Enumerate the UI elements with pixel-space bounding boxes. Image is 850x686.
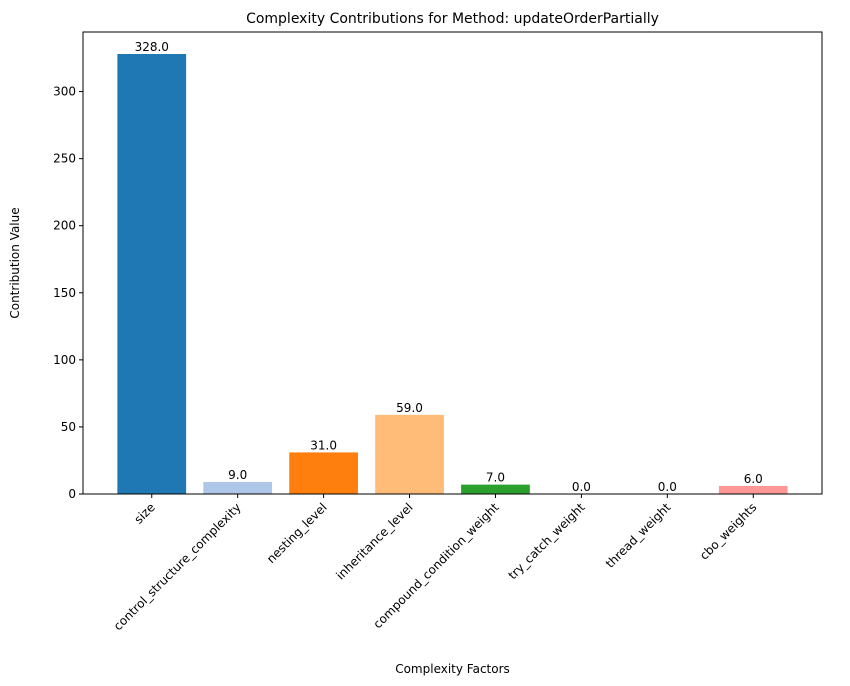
- y-tick-label: 150: [53, 286, 76, 300]
- bar-size: [117, 54, 187, 494]
- plot-frame: [82, 31, 823, 495]
- y-axis-label: Contribution Value: [8, 207, 22, 318]
- y-axis: 0 50 100 150 200 250 300: [53, 85, 83, 501]
- bar-control-structure-complexity: [203, 481, 273, 494]
- bar-value-label: 0.0: [658, 480, 677, 494]
- y-tick-label: 300: [53, 85, 76, 99]
- x-tick-label: control_structure_complexity: [111, 500, 244, 633]
- x-tick-label: size: [132, 500, 158, 526]
- bar-value-label: 9.0: [228, 468, 247, 482]
- bar-compound-condition-weight: [461, 484, 530, 494]
- bar-value-label: 0.0: [572, 480, 591, 494]
- y-tick-label: 0: [68, 487, 76, 501]
- bar-cbo-weights: [718, 485, 788, 494]
- y-tick-label: 50: [61, 420, 76, 434]
- bar-inheritance-level: [375, 414, 444, 494]
- x-tick-label: inheritance_level: [333, 500, 415, 582]
- x-tick-label: cbo_weights: [697, 500, 759, 562]
- bar-nesting-level: [289, 452, 358, 494]
- bar-value-label: 7.0: [486, 471, 505, 485]
- bar-value-label: 328.0: [135, 40, 169, 54]
- x-tick-label: try_catch_weight: [505, 500, 587, 582]
- bar-value-label: 31.0: [310, 438, 337, 452]
- y-tick-label: 250: [53, 152, 76, 166]
- y-tick-label: 200: [53, 219, 76, 233]
- bar-value-label: 59.0: [396, 401, 423, 415]
- chart-title: Complexity Contributions for Method: upd…: [246, 11, 659, 27]
- bar-value-label: 6.0: [744, 472, 763, 486]
- plot-area: 328.0 9.0 31.0 59.0 7.0 0.0 0.0 6.0: [117, 40, 788, 494]
- x-axis-label: Complexity Factors: [395, 662, 510, 676]
- y-tick-label: 100: [53, 353, 76, 367]
- x-tick-label: thread_weight: [603, 500, 674, 571]
- x-tick-label: nesting_level: [264, 500, 330, 566]
